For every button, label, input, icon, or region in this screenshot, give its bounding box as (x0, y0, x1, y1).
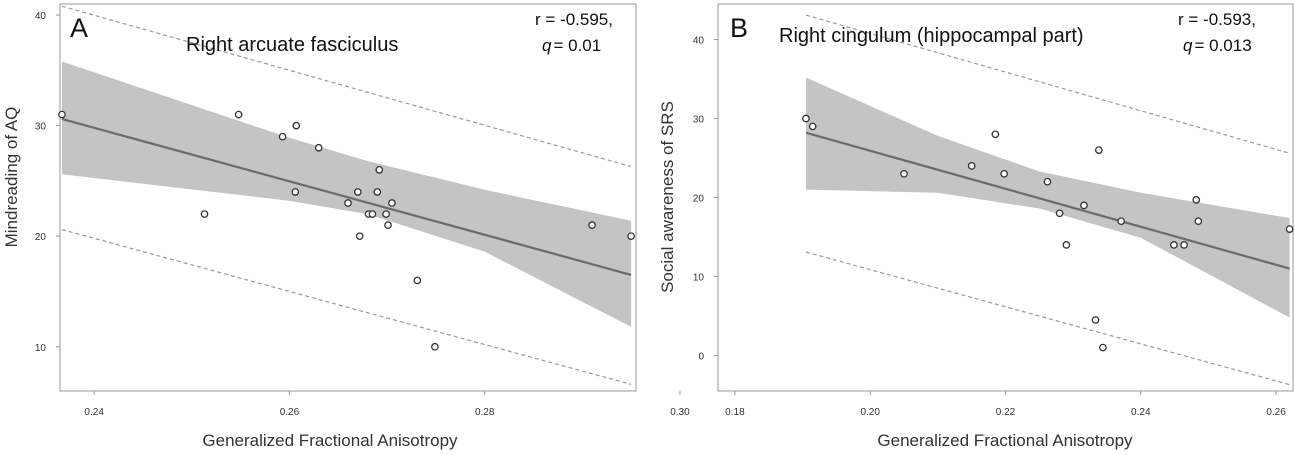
panel-letter-b: B (730, 13, 748, 43)
panel-letter-a: A (70, 13, 88, 43)
x-tick-label-b: 0.24 (1131, 407, 1151, 418)
data-point-b (1043, 177, 1052, 186)
data-point-b (1170, 241, 1178, 249)
plot-marks-b (802, 14, 1294, 386)
data-point-a (292, 121, 301, 130)
correlation-r-b: r = -0.593, (1178, 10, 1256, 29)
data-point-a (291, 188, 300, 196)
data-point-b (1194, 217, 1203, 226)
prediction-lower-line-a (61, 228, 632, 385)
data-point-b (1080, 201, 1088, 210)
data-point-b (1091, 316, 1100, 324)
confidence-band-a (61, 61, 632, 327)
x-axis-label-b: Generalized Fractional Anisotropy (877, 431, 1133, 450)
plot-marks-a (58, 5, 635, 385)
x-tick-label-a: 0.30 (670, 407, 690, 418)
data-point-a (627, 232, 635, 241)
x-tick-label-a: 0.28 (475, 407, 495, 418)
y-tick-label-b: 40 (693, 36, 705, 47)
data-point-a (368, 210, 377, 218)
y-tick-label-b: 10 (693, 272, 705, 283)
q-value-b: = 0.013 (1194, 36, 1251, 55)
x-tick-label-b: 0.20 (860, 407, 880, 418)
regression-line-a (61, 117, 632, 276)
data-point-a (344, 199, 352, 207)
panel-b: B Right cingulum (hippocampal part) r = … (658, 3, 1294, 450)
data-point-a (431, 342, 439, 351)
y-tick-label-a: 40 (35, 11, 47, 22)
data-point-a (278, 132, 287, 141)
x-tick-label-a: 0.26 (280, 407, 300, 418)
data-point-a (382, 210, 390, 218)
x-tick-label-b: 0.22 (996, 407, 1016, 418)
data-point-b (1095, 146, 1103, 154)
data-point-a (375, 166, 384, 174)
x-tick-label-b: 0.26 (1266, 407, 1286, 418)
data-point-a (413, 276, 422, 285)
y-tick-label-a: 30 (35, 122, 47, 133)
data-point-b (1192, 196, 1201, 204)
data-point-b (991, 130, 1000, 139)
data-point-b (802, 114, 810, 123)
x-axis-label-a: Generalized Fractional Anisotropy (202, 431, 458, 450)
correlation-r-a: r = -0.595, (535, 10, 613, 29)
data-point-b (900, 169, 908, 178)
y-tick-label-b: 30 (693, 115, 705, 126)
data-point-a (58, 110, 66, 119)
data-point-a (234, 110, 243, 119)
data-point-a (384, 221, 392, 229)
data-point-b (1117, 217, 1126, 226)
panel-a: A Right arcuate fasciculus r = -0.595, q… (2, 3, 690, 450)
y-tick-label-a: 10 (35, 343, 47, 354)
regression-line-b (805, 131, 1290, 270)
data-point-a (588, 221, 596, 229)
correlation-q-a: q = 0.01 (542, 36, 601, 55)
y-tick-label-b: 20 (693, 194, 705, 205)
y-tick-label-b: 0 (698, 351, 704, 362)
data-point-a (355, 232, 364, 241)
chart-title-b: Right cingulum (hippocampal part) (779, 25, 1084, 47)
correlation-q-b: q = 0.013 (1183, 36, 1252, 55)
q-symbol-b: q (1183, 36, 1193, 55)
data-point-a (353, 188, 362, 196)
data-point-b (1000, 169, 1008, 178)
data-point-b (1099, 343, 1107, 352)
y-tick-label-a: 20 (35, 232, 47, 243)
chart-title-a: Right arcuate fasciculus (186, 34, 398, 56)
data-point-b (1055, 209, 1064, 218)
data-point-b (1062, 241, 1071, 249)
data-point-b (967, 162, 976, 170)
data-point-a (373, 188, 382, 196)
x-tick-label-a: 0.24 (84, 407, 104, 418)
data-point-a (314, 143, 323, 152)
y-axis-label-b: Social awareness of SRS (658, 101, 677, 293)
data-point-b (1285, 225, 1294, 233)
q-symbol-a: q (542, 36, 552, 55)
x-tick-label-b: 0.18 (725, 407, 745, 418)
data-point-a (388, 199, 396, 207)
prediction-upper-line-a (61, 5, 632, 168)
data-point-b (1180, 241, 1188, 249)
y-axis-label-a: Mindreading of AQ (2, 107, 21, 248)
q-value-a: = 0.01 (553, 36, 601, 55)
confidence-band-b (805, 77, 1290, 318)
data-point-b (808, 122, 817, 131)
data-point-a (200, 210, 209, 218)
